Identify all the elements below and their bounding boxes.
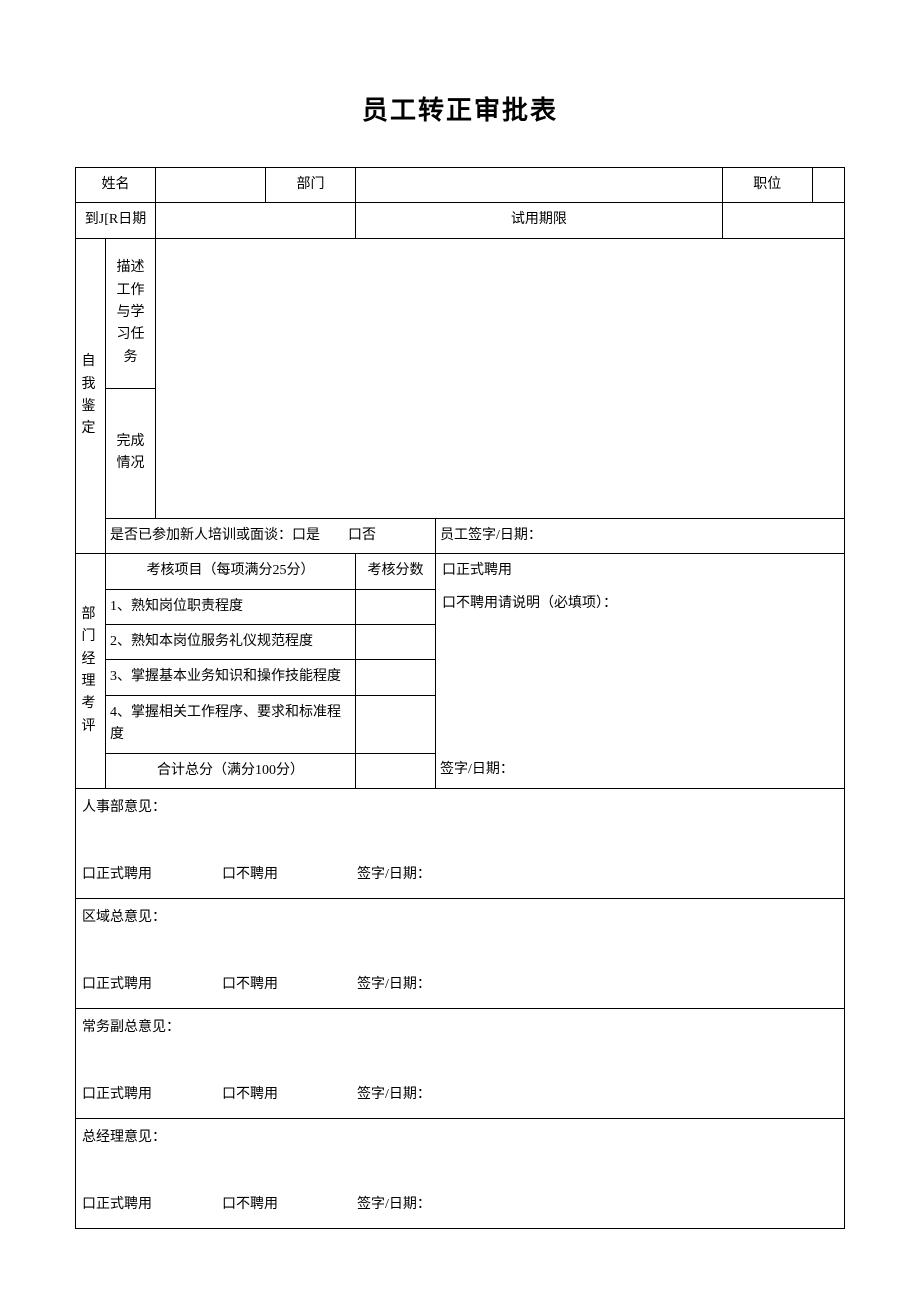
self-eval-section-label: 自我鉴定	[76, 238, 106, 553]
dept-value[interactable]	[356, 168, 723, 203]
deputy-opinion-cell[interactable]: 常务副总意见： 口正式聘用 口不聘用 签字/日期：	[76, 1008, 845, 1118]
self-eval-content[interactable]	[156, 238, 845, 518]
task-desc-label: 描述工作与学习任务	[106, 238, 156, 388]
hire-decision-box[interactable]: 口正式聘用 口不聘用请说明（必填项）：	[436, 554, 845, 753]
employee-sign[interactable]: 员工签字/日期：	[436, 518, 845, 553]
gm-hire-checkbox[interactable]: 口正式聘用	[82, 1194, 222, 1216]
hr-opinion-label: 人事部意见：	[82, 797, 838, 819]
gm-opinion-cell[interactable]: 总经理意见： 口正式聘用 口不聘用 签字/日期：	[76, 1118, 845, 1228]
hr-hire-checkbox[interactable]: 口正式聘用	[82, 864, 222, 886]
eval-item-1: 1、熟知岗位职责程度	[106, 589, 356, 624]
criteria-header: 考核项目（每项满分25分）	[106, 554, 356, 589]
score-header: 考核分数	[356, 554, 436, 589]
score-1[interactable]	[356, 589, 436, 624]
position-label: 职位	[722, 168, 812, 203]
hr-opinion-cell[interactable]: 人事部意见： 口正式聘用 口不聘用 签字/日期：	[76, 788, 845, 898]
score-4[interactable]	[356, 695, 436, 753]
hr-sign[interactable]: 签字/日期：	[357, 864, 431, 886]
gm-sign[interactable]: 签字/日期：	[357, 1194, 431, 1216]
position-value[interactable]	[812, 168, 844, 203]
eval-item-3: 3、掌握基本业务知识和操作技能程度	[106, 660, 356, 695]
total-label: 合计总分（满分100分）	[106, 753, 356, 788]
score-3[interactable]	[356, 660, 436, 695]
deputy-no-hire-checkbox[interactable]: 口不聘用	[222, 1084, 357, 1106]
page-title: 员工转正审批表	[75, 90, 845, 127]
region-hire-checkbox[interactable]: 口正式聘用	[82, 974, 222, 996]
hr-no-hire-checkbox[interactable]: 口不聘用	[222, 864, 357, 886]
arrival-date-value[interactable]	[156, 203, 356, 238]
manager-sign[interactable]: 签字/日期：	[436, 753, 845, 788]
probation-label: 试用期限	[356, 203, 723, 238]
region-sign[interactable]: 签字/日期：	[357, 974, 431, 996]
total-score[interactable]	[356, 753, 436, 788]
probation-value[interactable]	[722, 203, 844, 238]
completion-label: 完成情况	[106, 388, 156, 518]
dept-label: 部门	[266, 168, 356, 203]
score-2[interactable]	[356, 624, 436, 659]
region-opinion-label: 区域总意见：	[82, 907, 838, 929]
eval-item-4: 4、掌握相关工作程序、要求和标准程度	[106, 695, 356, 753]
deputy-hire-checkbox[interactable]: 口正式聘用	[82, 1084, 222, 1106]
manager-eval-section-label: 部门经理考评	[76, 554, 106, 789]
approval-form-table: 姓名 部门 职位 到J[R日期 试用期限 自我鉴定 描述工作与学习任务 完成情况…	[75, 167, 845, 1229]
region-opinion-cell[interactable]: 区域总意见： 口正式聘用 口不聘用 签字/日期：	[76, 898, 845, 1008]
deputy-opinion-label: 常务副总意见：	[82, 1017, 838, 1039]
region-no-hire-checkbox[interactable]: 口不聘用	[222, 974, 357, 996]
eval-item-2: 2、熟知本岗位服务礼仪规范程度	[106, 624, 356, 659]
no-hire-note[interactable]: 口不聘用请说明（必填项）：	[442, 593, 838, 615]
name-label: 姓名	[76, 168, 156, 203]
hire-checkbox[interactable]: 口正式聘用	[442, 560, 838, 582]
name-value[interactable]	[156, 168, 266, 203]
gm-no-hire-checkbox[interactable]: 口不聘用	[222, 1194, 357, 1216]
gm-opinion-label: 总经理意见：	[82, 1127, 838, 1149]
training-question[interactable]: 是否已参加新人培训或面谈：口是 口否	[106, 518, 436, 553]
arrival-date-label: 到J[R日期	[76, 203, 156, 238]
deputy-sign[interactable]: 签字/日期：	[357, 1084, 431, 1106]
